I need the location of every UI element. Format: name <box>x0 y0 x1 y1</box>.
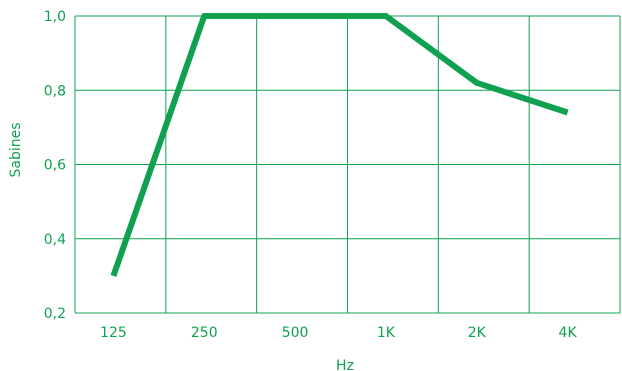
x-tick-label: 4K <box>559 325 578 341</box>
x-tick-label: 500 <box>282 325 309 341</box>
x-tick-label: 2K <box>468 325 487 341</box>
x-tick-label: 1K <box>377 325 396 341</box>
x-axis-label: Hz <box>336 358 354 371</box>
y-tick-label: 0,2 <box>44 306 66 322</box>
y-tick-label: 0,6 <box>44 158 66 174</box>
grid-lines <box>74 15 621 314</box>
y-tick-label: 0,4 <box>44 232 66 248</box>
x-tick-label: 125 <box>100 325 127 341</box>
x-tick-label: 250 <box>191 325 218 341</box>
y-axis-ticks: 0,2 0,4 0,6 0,8 1,0 <box>44 9 66 322</box>
series-line <box>110 13 569 277</box>
y-axis-label: Sabines <box>8 122 24 177</box>
y-tick-label: 0,8 <box>44 83 66 99</box>
y-tick-label: 1,0 <box>44 9 66 25</box>
series-group <box>110 13 569 277</box>
x-axis-ticks: 125 250 500 1K 2K 4K <box>100 325 577 341</box>
